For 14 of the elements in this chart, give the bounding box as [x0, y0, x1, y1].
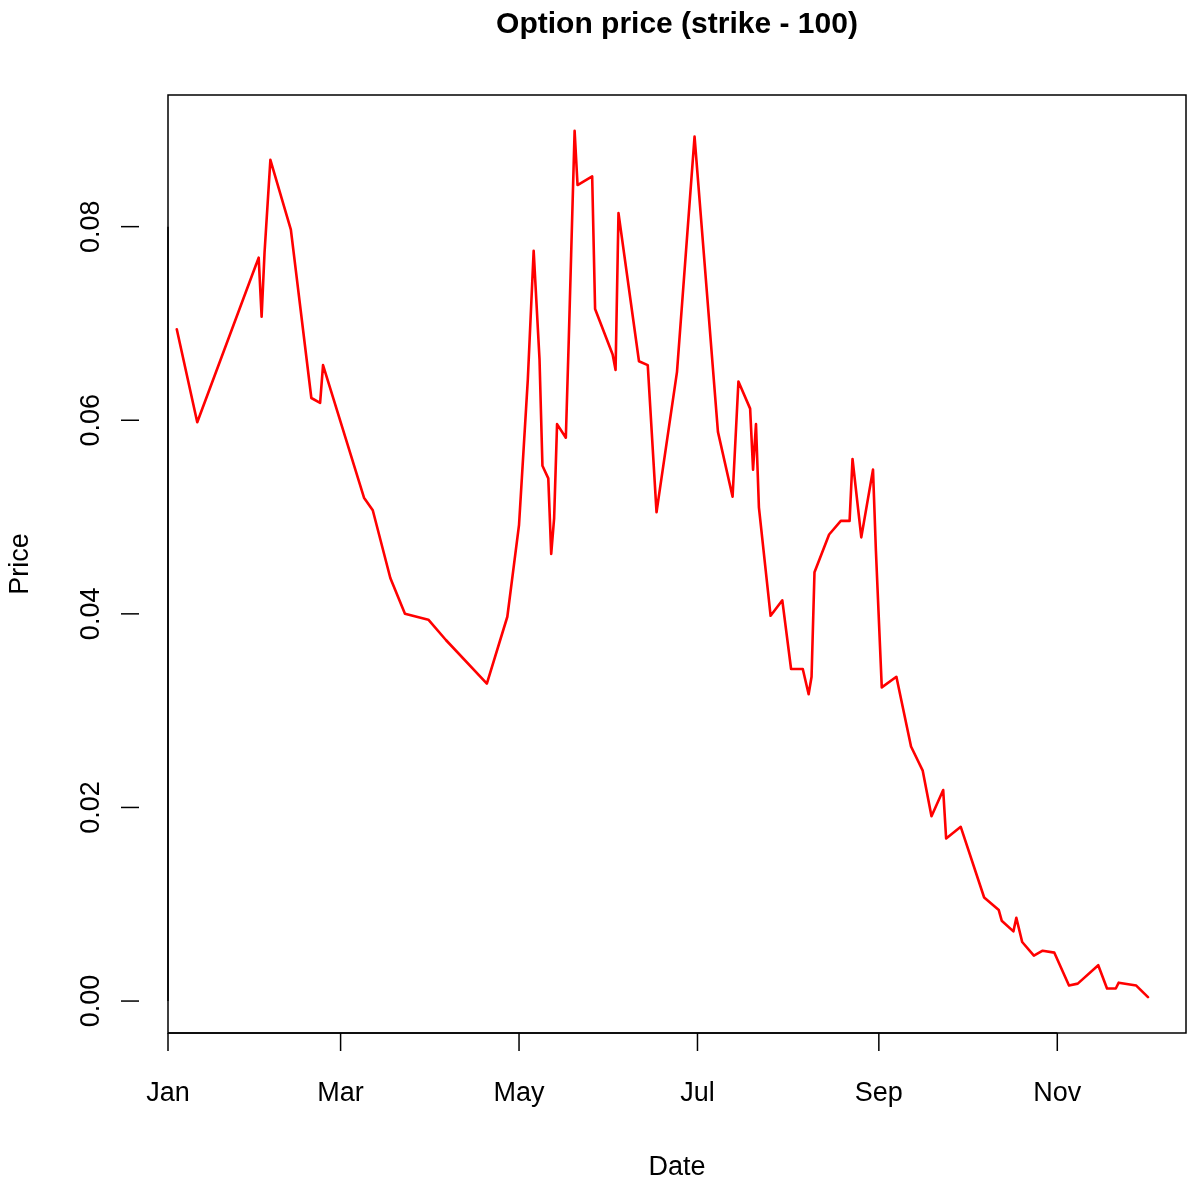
x-tick-label: Jul	[680, 1077, 715, 1107]
x-tick-label: Jan	[146, 1077, 190, 1107]
y-tick-label: 0.08	[75, 200, 105, 253]
x-tick-label: May	[493, 1077, 546, 1107]
y-tick-label: 0.02	[75, 781, 105, 834]
x-tick-label: Sep	[854, 1077, 903, 1107]
y-tick-label: 0.06	[75, 393, 105, 447]
y-axis-title: Price	[4, 533, 34, 595]
x-axis-title: Date	[648, 1151, 706, 1181]
chart-title: Option price (strike - 100)	[496, 6, 858, 39]
x-tick-label: Nov	[1033, 1077, 1082, 1107]
y-tick-label: 0.00	[75, 974, 105, 1028]
x-tick-label: Mar	[317, 1077, 364, 1107]
y-tick-label: 0.04	[75, 587, 105, 641]
